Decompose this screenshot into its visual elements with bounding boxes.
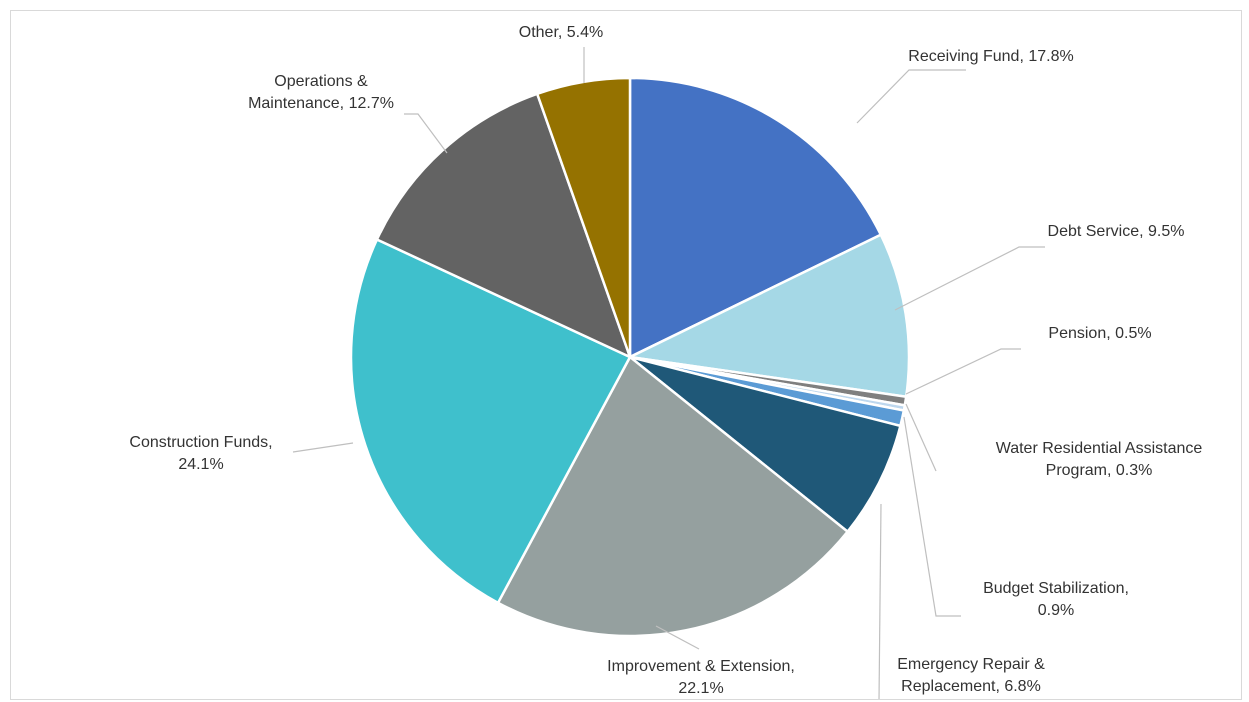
leader-line	[895, 247, 1045, 310]
data-label: Pension, 0.5%	[1048, 325, 1151, 342]
data-label: Improvement & Extension, 22.1%	[607, 658, 795, 697]
leader-line	[906, 349, 1021, 394]
pie-chart: Receiving Fund, 17.8% Debt Service, 9.5% P…	[11, 11, 1241, 699]
leader-line	[857, 70, 966, 123]
data-label: Emergency Repair & Replacement, 6.8%	[897, 656, 1045, 695]
data-label: Operations & Maintenance, 12.7%	[248, 73, 394, 112]
data-label: Construction Funds, 24.1%	[129, 434, 272, 473]
data-label: Debt Service, 9.5%	[1048, 223, 1185, 240]
chart-frame: Receiving Fund, 17.8% Debt Service, 9.5% P…	[10, 10, 1242, 700]
slices-layer	[351, 78, 909, 636]
leader-line	[404, 114, 447, 153]
data-label: Water Residential Assistance Program, 0.3…	[996, 440, 1203, 479]
leader-line	[904, 417, 961, 616]
data-label: Receiving Fund, 17.8%	[908, 48, 1073, 65]
leader-line	[879, 504, 881, 699]
data-label: Other, 5.4%	[519, 24, 604, 41]
leader-line	[293, 443, 353, 452]
data-label: Budget Stabilization, 0.9%	[983, 580, 1129, 619]
